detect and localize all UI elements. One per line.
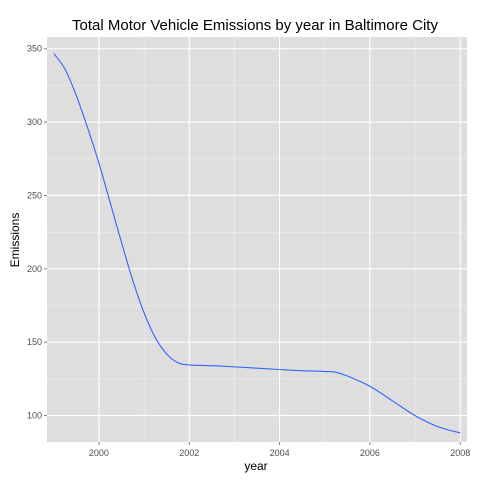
y-tick-label: 100 bbox=[27, 411, 42, 421]
x-tick-label: 2004 bbox=[270, 448, 290, 458]
y-tick-label: 250 bbox=[27, 190, 42, 200]
y-tick-label: 150 bbox=[27, 337, 42, 347]
y-tick-label: 200 bbox=[27, 264, 42, 274]
minor-gridlines bbox=[47, 37, 467, 442]
chart-title: Total Motor Vehicle Emissions by year in… bbox=[72, 17, 438, 34]
major-gridlines bbox=[47, 37, 467, 442]
y-tick-label: 300 bbox=[27, 117, 42, 127]
y-tick-label: 350 bbox=[27, 44, 42, 54]
x-tick-label: 2006 bbox=[360, 448, 380, 458]
plot-panel bbox=[47, 37, 467, 442]
x-axis-title: year bbox=[244, 459, 267, 473]
y-axis-title: Emissions bbox=[8, 213, 22, 268]
series-line bbox=[53, 53, 461, 434]
x-axis: 2000 2002 2004 2006 2008 bbox=[89, 442, 470, 458]
series-layer bbox=[53, 53, 461, 434]
x-tick-label: 2000 bbox=[89, 448, 109, 458]
x-tick-label: 2002 bbox=[179, 448, 199, 458]
x-tick-label: 2008 bbox=[450, 448, 470, 458]
y-axis: 100 150 200 250 300 350 bbox=[27, 44, 47, 421]
